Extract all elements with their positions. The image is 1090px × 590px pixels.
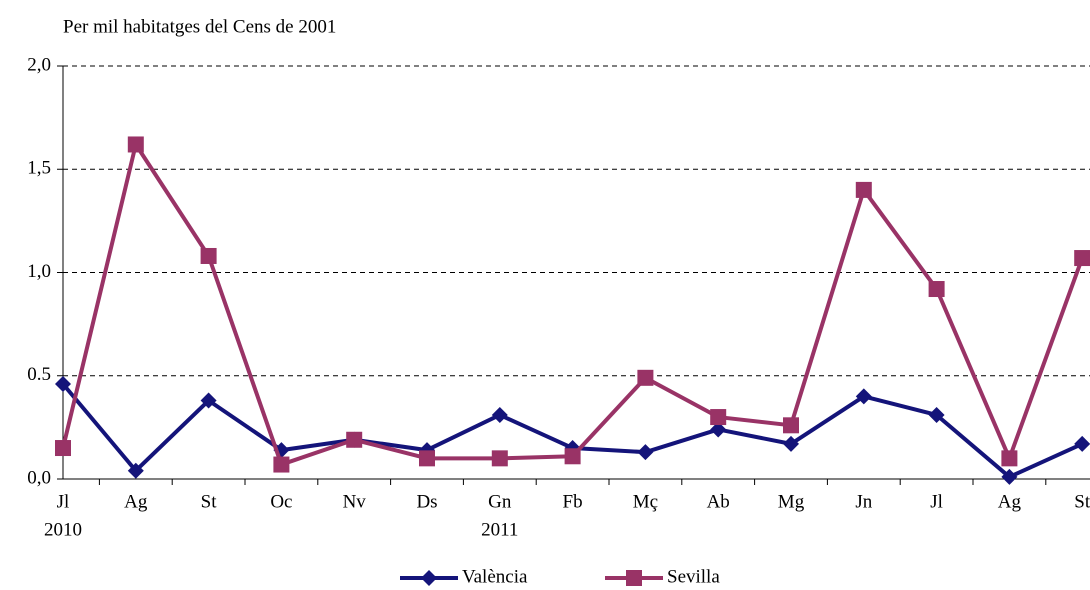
y-tick-label: 0,0 bbox=[27, 467, 51, 488]
marker bbox=[200, 392, 217, 409]
marker bbox=[564, 448, 581, 465]
marker bbox=[1074, 435, 1090, 452]
y-tick-label: 1,5 bbox=[27, 158, 51, 179]
x-tick-label: Jn bbox=[855, 491, 872, 512]
x-tick-label: Ab bbox=[707, 491, 730, 512]
legend-marker bbox=[421, 570, 437, 586]
marker bbox=[273, 456, 290, 473]
marker bbox=[127, 462, 144, 479]
marker bbox=[928, 406, 945, 423]
marker bbox=[928, 281, 945, 298]
marker bbox=[1074, 250, 1090, 267]
marker bbox=[1001, 450, 1018, 467]
marker bbox=[1001, 468, 1018, 485]
marker bbox=[710, 421, 727, 438]
legend-label: Sevilla bbox=[667, 566, 720, 587]
x-tick-label: Jl bbox=[57, 491, 70, 512]
marker bbox=[346, 431, 363, 448]
marker bbox=[419, 450, 435, 467]
x-tick-label: Ag bbox=[998, 491, 1022, 512]
x-tick-label: St bbox=[1074, 491, 1090, 512]
legend-label: València bbox=[462, 566, 528, 587]
x-tick-label: Mg bbox=[778, 491, 805, 512]
marker bbox=[710, 409, 727, 426]
marker bbox=[637, 444, 654, 461]
x-tick-label: Mç bbox=[633, 491, 658, 512]
marker bbox=[55, 440, 71, 457]
marker bbox=[637, 369, 654, 386]
x-tick-label: Oc bbox=[270, 491, 292, 512]
x-tick-label: Gn bbox=[488, 491, 512, 512]
marker bbox=[855, 388, 872, 405]
x-year-label: 2011 bbox=[481, 519, 518, 540]
x-tick-label: Nv bbox=[343, 491, 367, 512]
marker bbox=[127, 136, 144, 153]
x-tick-label: Fb bbox=[563, 491, 583, 512]
marker bbox=[783, 435, 799, 452]
x-tick-label: Ag bbox=[124, 491, 148, 512]
legend-marker bbox=[626, 570, 642, 586]
marker bbox=[55, 376, 71, 393]
x-tick-label: St bbox=[201, 491, 218, 512]
series-line bbox=[61, 142, 1085, 467]
marker bbox=[491, 406, 508, 423]
marker bbox=[855, 181, 872, 198]
y-tick-label: 0.5 bbox=[27, 364, 51, 385]
x-tick-label: Ds bbox=[416, 491, 437, 512]
x-tick-label: Jl bbox=[930, 491, 943, 512]
marker bbox=[200, 247, 217, 264]
y-tick-label: 2,0 bbox=[27, 54, 51, 75]
marker bbox=[491, 450, 508, 467]
y-tick-label: 1,0 bbox=[27, 261, 51, 282]
marker bbox=[783, 417, 799, 434]
chart-title: Per mil habitatges del Cens de 2001 bbox=[63, 16, 336, 37]
x-year-label: 2010 bbox=[44, 519, 82, 540]
